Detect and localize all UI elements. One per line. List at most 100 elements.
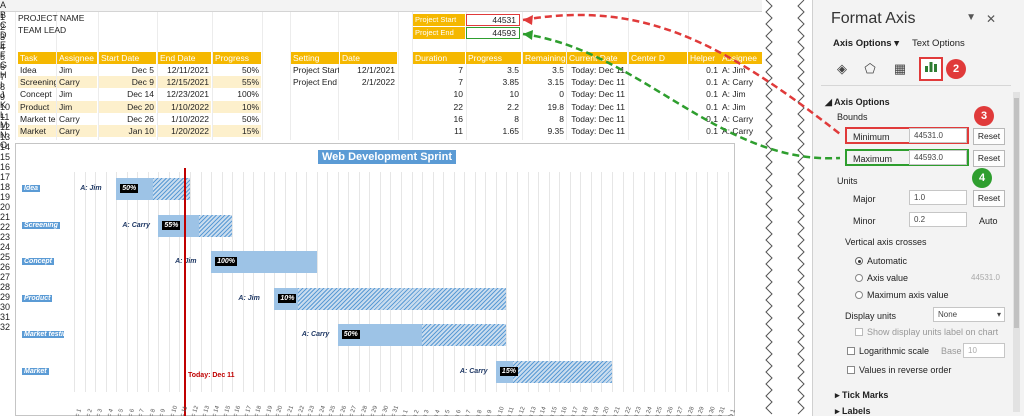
calc-header-4[interactable]: Center D (629, 52, 687, 64)
calc-cell[interactable]: Today: Dec 11 (571, 77, 625, 88)
chevron-down-icon[interactable]: ▼ (966, 12, 976, 23)
calc-cell[interactable]: Today: Dec 11 (571, 126, 625, 136)
column-header-c[interactable]: C (0, 20, 7, 30)
calc-cell[interactable]: 10 (453, 89, 463, 100)
checkbox-reverse[interactable] (847, 366, 855, 374)
radio-max-axis-value[interactable] (855, 291, 863, 299)
axis-options-chart-icon[interactable] (919, 57, 943, 81)
column-header-k[interactable]: K (0, 100, 7, 110)
calc-cell[interactable]: A: Jim (722, 101, 746, 112)
task-bar-remaining[interactable] (422, 324, 507, 346)
row-header-14[interactable]: 14 (0, 142, 11, 152)
column-header-f[interactable]: F (0, 50, 6, 60)
maximum-input[interactable]: 44593.0 (909, 150, 967, 165)
row-header-31[interactable]: 31 (0, 312, 11, 322)
section-labels[interactable]: ▸ Labels (835, 406, 871, 417)
tab-axis-options[interactable]: Axis Options ▾ (833, 38, 899, 49)
row-header-4[interactable]: 4 (0, 42, 6, 52)
calc-cell[interactable]: 1.65 (502, 126, 519, 136)
settings-header-0[interactable]: Setting (291, 52, 339, 64)
task-cell[interactable]: Concept (20, 89, 52, 100)
row-header-9[interactable]: 9 (0, 92, 6, 102)
task-cell[interactable]: Jim (59, 89, 73, 100)
project-end-label[interactable]: Project End (413, 27, 465, 39)
task-cell[interactable]: Dec 9 (99, 76, 156, 89)
column-header-a[interactable]: A (0, 0, 7, 10)
task-header-2[interactable]: Start Date (99, 52, 156, 64)
task-cell[interactable]: Carry (57, 125, 97, 137)
task-bar-remaining[interactable] (153, 178, 191, 200)
calc-cell[interactable]: 0.1 (706, 126, 718, 136)
row-header-3[interactable]: 3 (0, 32, 6, 42)
calc-header-5[interactable]: Helper (688, 52, 720, 64)
display-units-select[interactable]: None ▾ (933, 307, 1005, 322)
row-header-8[interactable]: 8 (0, 82, 6, 92)
task-bar-progress[interactable] (337, 324, 423, 346)
calc-header-3[interactable]: Current Date (567, 52, 627, 64)
calc-cell[interactable]: 19.8 (547, 101, 564, 112)
task-cell[interactable]: Market te (20, 113, 56, 124)
task-cell[interactable]: 1/20/2022 (158, 125, 211, 137)
calc-cell[interactable]: Today: Dec 11 (571, 101, 625, 112)
scrollbar-thumb[interactable] (1014, 98, 1019, 328)
calc-cell[interactable]: 0 (559, 89, 564, 100)
row-header-15[interactable]: 15 (0, 152, 11, 162)
project-name[interactable]: PROJECT NAME (18, 13, 85, 23)
column-header-m[interactable]: M (0, 120, 8, 130)
calc-cell[interactable]: 0.1 (706, 101, 718, 112)
maximum-reset-button[interactable]: Reset (973, 150, 1005, 167)
row-header-29[interactable]: 29 (0, 292, 11, 302)
calc-cell[interactable]: 22 (453, 101, 463, 112)
row-header-23[interactable]: 23 (0, 232, 11, 242)
row-header-1[interactable]: 1 (0, 12, 6, 22)
calc-cell[interactable]: 0.1 (706, 77, 718, 88)
calc-cell[interactable]: A: Carry (722, 126, 754, 136)
task-cell[interactable]: Jim (59, 65, 73, 75)
column-header-b[interactable]: B (0, 10, 7, 20)
task-cell[interactable]: 50% (241, 65, 259, 75)
task-cell[interactable]: Dec 20 (99, 100, 156, 113)
row-header-11[interactable]: 11 (0, 112, 10, 122)
calc-header-2[interactable]: Remaining (523, 52, 566, 64)
calc-cell[interactable]: 11 (454, 126, 463, 136)
checkbox-log-scale[interactable] (847, 347, 855, 355)
calc-cell[interactable]: 3.15 (547, 77, 564, 88)
settings-cell[interactable]: 2/1/2022 (361, 77, 395, 88)
row-header-13[interactable]: 13 (0, 132, 11, 142)
task-cell[interactable]: 15% (213, 125, 261, 137)
base-input[interactable]: 10 (963, 343, 1005, 358)
column-header-o[interactable]: O (0, 140, 8, 150)
row-header-24[interactable]: 24 (0, 242, 11, 252)
task-cell[interactable]: Dec 26 (127, 113, 154, 124)
row-header-6[interactable]: 6 (0, 62, 6, 72)
task-bar-remaining[interactable] (198, 214, 233, 237)
calc-cell[interactable]: 0.1 (706, 113, 718, 124)
calc-cell[interactable]: 8 (559, 113, 564, 124)
column-header-n[interactable]: N (0, 130, 7, 140)
major-input[interactable]: 1.0 (909, 190, 967, 205)
team-lead[interactable]: TEAM LEAD (18, 25, 67, 35)
task-cell[interactable]: Carry (59, 113, 80, 124)
size-properties-icon[interactable]: ▦ (893, 61, 907, 76)
calc-cell[interactable]: 3.5 (552, 65, 564, 75)
minimum-reset-button[interactable]: Reset (973, 128, 1005, 145)
checkbox-show-units[interactable] (855, 328, 863, 336)
task-header-1[interactable]: Assignee (57, 52, 97, 64)
task-cell[interactable]: 1/10/2022 (158, 100, 211, 113)
column-header-j[interactable]: J (0, 90, 5, 100)
radio-automatic[interactable] (855, 257, 863, 265)
calc-cell[interactable]: Today: Dec 11 (571, 113, 625, 124)
task-cell[interactable]: Market (18, 125, 56, 137)
row-header-21[interactable]: 21 (0, 212, 11, 222)
task-cell[interactable]: 12/23/2021 (166, 89, 209, 100)
row-header-25[interactable]: 25 (0, 252, 11, 262)
settings-cell[interactable]: 12/1/2021 (357, 65, 395, 75)
task-header-3[interactable]: End Date (158, 52, 211, 64)
task-bar-progress[interactable] (211, 251, 317, 273)
row-header-12[interactable]: 12 (0, 122, 11, 132)
row-header-20[interactable]: 20 (0, 202, 11, 212)
task-bar-remaining[interactable] (297, 287, 507, 310)
task-cell[interactable]: Dec 14 (127, 89, 154, 100)
section-axis-options[interactable]: ◢ Axis Options (825, 97, 890, 108)
row-header-10[interactable]: 10 (0, 102, 11, 112)
